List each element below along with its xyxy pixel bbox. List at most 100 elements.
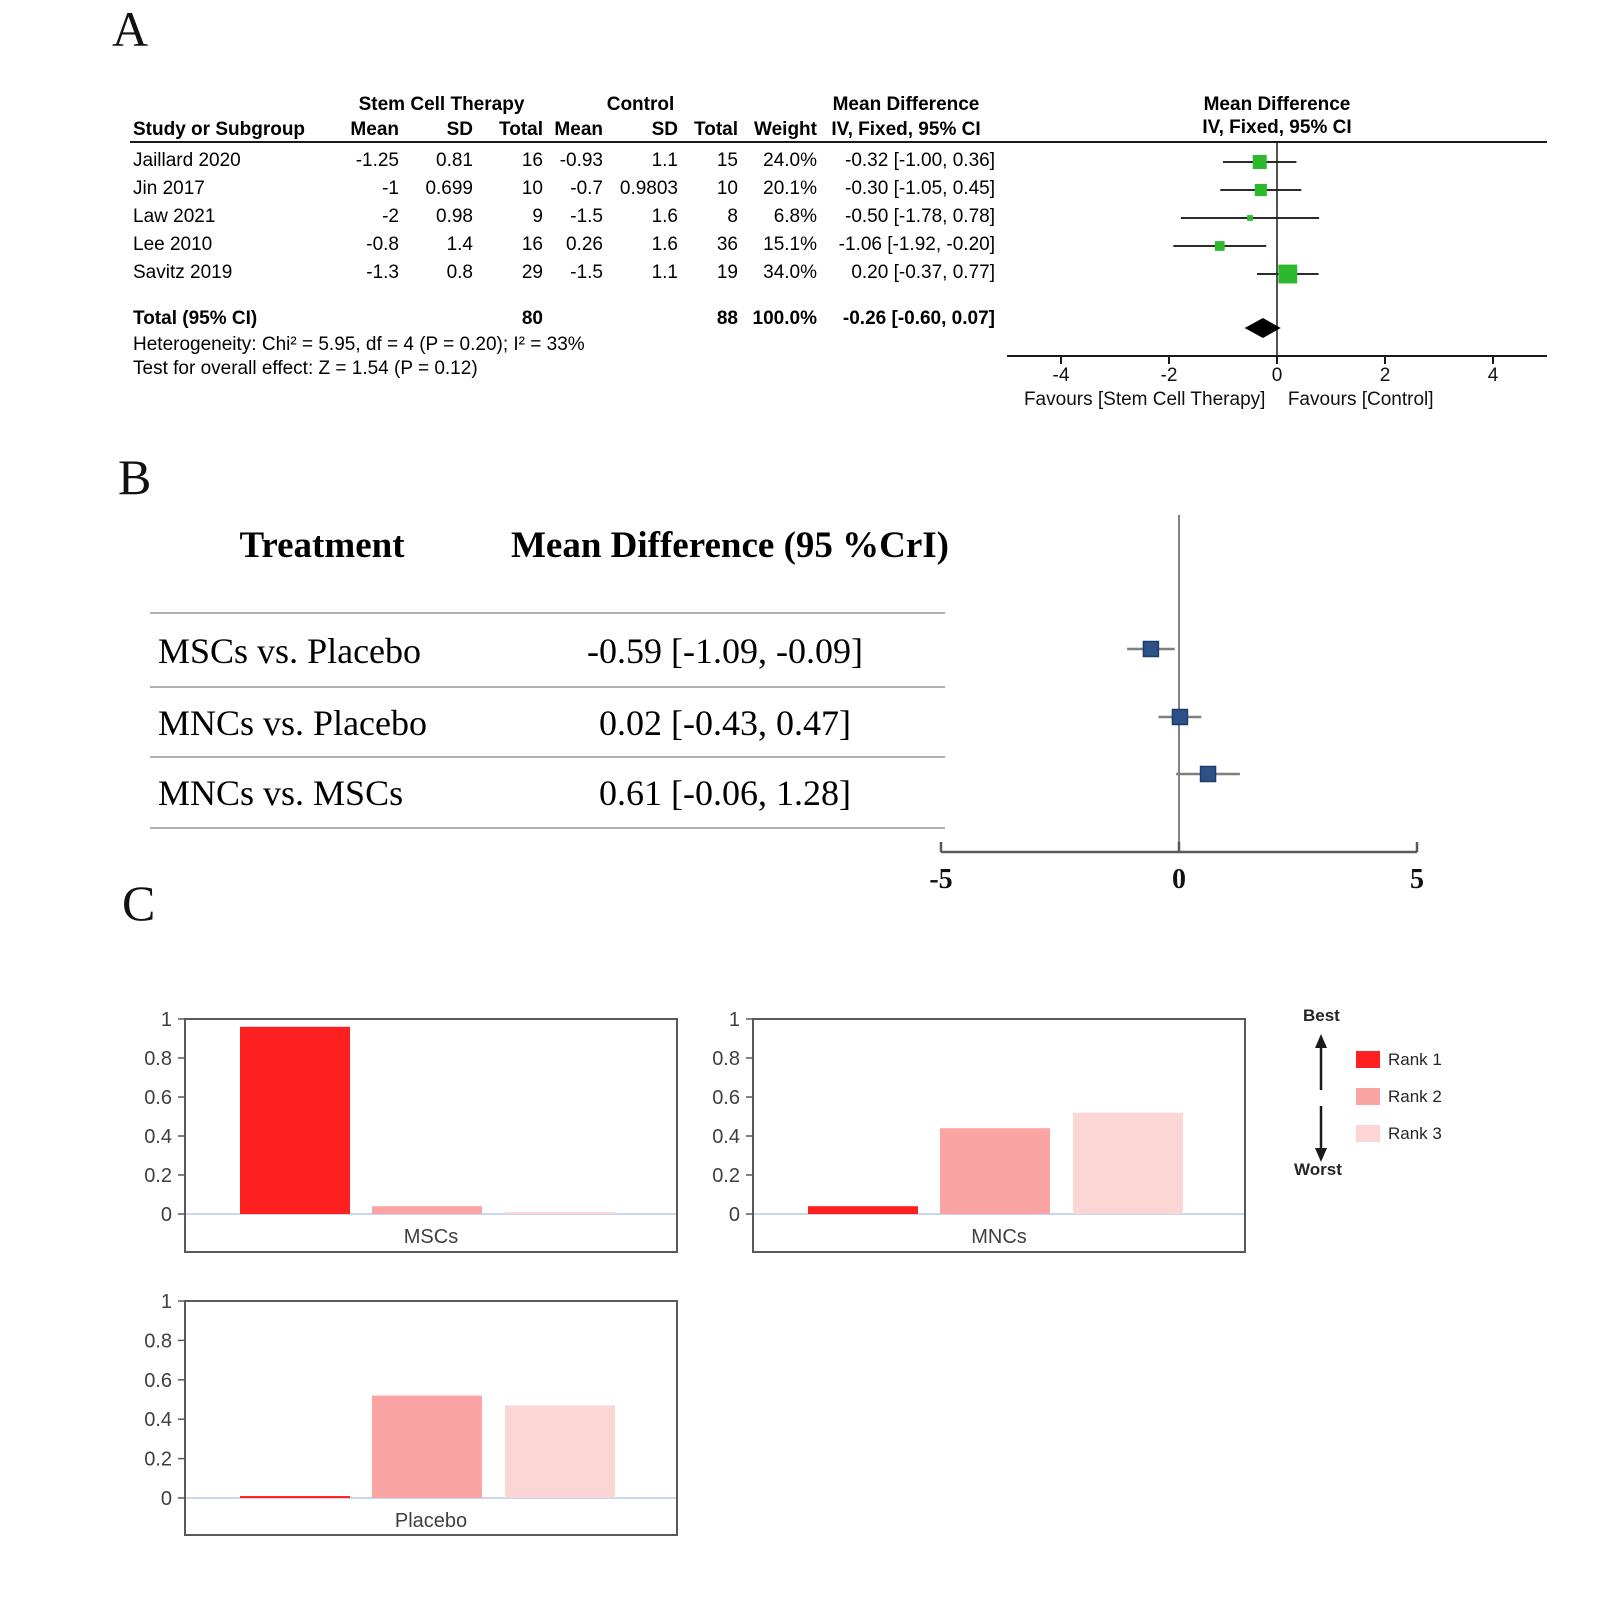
cell: 1.6 <box>651 206 678 227</box>
x-tick-label: 0 <box>1272 365 1283 386</box>
cell: 36 <box>716 234 738 255</box>
cell: 29 <box>521 262 543 283</box>
col-mean2: Mean <box>554 119 603 140</box>
x-tick-label: -4 <box>1053 365 1070 386</box>
plot-header-iv-fixed: IV, Fixed, 95% CI <box>1202 117 1352 138</box>
study-marker <box>1254 183 1267 197</box>
cell: 0.81 <box>436 150 473 171</box>
cell: 24.0% <box>763 150 817 171</box>
cell: 8 <box>727 206 738 227</box>
legend-worst-label: Worst <box>1294 1160 1342 1179</box>
legend-best-label: Best <box>1303 1006 1340 1025</box>
col-sd1: SD <box>446 119 473 140</box>
cell: 9 <box>532 206 543 227</box>
x-tick-label: -2 <box>1161 365 1178 386</box>
comparison-label: MNCs vs. MSCs <box>158 773 404 813</box>
col-sd2: SD <box>651 119 678 140</box>
cell: -0.7 <box>570 178 603 199</box>
rank3-swatch <box>1356 1125 1380 1142</box>
bar-rank-1 <box>240 1026 350 1214</box>
plot-header-mean-difference: Mean Difference <box>1203 94 1351 115</box>
cell: -0.93 <box>559 150 603 171</box>
rank-chart-mscs: 0 0.2 0.4 0.6 0.8 1 MSCs <box>144 1009 678 1253</box>
panel-b-label: B <box>118 449 152 505</box>
table-rule <box>150 612 945 614</box>
bar-rank-3 <box>505 1212 615 1214</box>
col-study: Study or Subgroup <box>133 119 306 140</box>
cell: 34.0% <box>763 262 817 283</box>
table-rule <box>150 827 945 829</box>
y-tick-label: 1 <box>729 1009 740 1031</box>
y-tick-label: 0.6 <box>144 1087 172 1109</box>
x-tick-label: 0 <box>1172 864 1186 895</box>
rank1-label: Rank 1 <box>1388 1050 1442 1069</box>
y-tick-label: 0.8 <box>712 1048 740 1070</box>
favours-right-label: Favours [Control] <box>1288 389 1434 410</box>
study-name: Jaillard 2020 <box>133 150 241 171</box>
study-marker <box>1278 264 1298 284</box>
total-n-therapy: 80 <box>521 308 543 329</box>
cell: 0.699 <box>425 178 473 199</box>
best-worst-arrow-icon <box>1315 1034 1327 1162</box>
study-name: Savitz 2019 <box>133 262 233 283</box>
bar-rank-2 <box>372 1395 482 1498</box>
y-tick-label: 0 <box>161 1488 172 1510</box>
group-header-stem-cell-therapy: Stem Cell Therapy <box>358 94 525 115</box>
total-label: Total (95% CI) <box>133 308 258 329</box>
rank2-swatch <box>1356 1088 1380 1105</box>
rank2-label: Rank 2 <box>1388 1087 1442 1106</box>
cell: 16 <box>521 150 543 171</box>
bar-rank-2 <box>940 1128 1050 1214</box>
bar-rank-2 <box>372 1206 482 1214</box>
cell: 19 <box>716 262 738 283</box>
study-name: Law 2021 <box>133 206 216 227</box>
comparison-label: MNCs vs. Placebo <box>158 703 427 743</box>
cell: 1.1 <box>651 150 678 171</box>
y-tick-label: 0.8 <box>144 1048 172 1070</box>
total-n-control: 88 <box>716 308 738 329</box>
study-marker <box>1252 154 1267 170</box>
cell: 16 <box>521 234 543 255</box>
forest-table-total-row: Total (95% CI) 80 88 100.0% -0.26 [-0.60… <box>133 305 995 333</box>
comparison-value: 0.61 [-0.06, 1.28] <box>599 773 851 813</box>
y-tick-label: 1 <box>161 1291 172 1313</box>
total-weight: 100.0% <box>752 308 817 329</box>
cell: -1.5 <box>570 206 603 227</box>
cell: 1.4 <box>446 234 473 255</box>
cell: -2 <box>382 206 399 227</box>
forest-plot-b: -5 0 5 <box>929 515 1424 895</box>
x-axis-title: MNCs <box>971 1226 1027 1248</box>
cell: 15.1% <box>763 234 817 255</box>
rank-chart-placebo: 0 0.2 0.4 0.6 0.8 1 Placebo <box>144 1291 678 1536</box>
x-tick-label: 4 <box>1488 365 1499 386</box>
y-tick-label: 0.4 <box>712 1126 740 1148</box>
cell: 0.8 <box>446 262 473 283</box>
cell: -1.06 [-1.92, -0.20] <box>838 234 995 255</box>
bar-rank-1 <box>808 1206 918 1214</box>
y-tick-label: 0 <box>161 1204 172 1226</box>
x-tick-label: -5 <box>929 864 952 895</box>
cell: 1.1 <box>651 262 678 283</box>
study-marker <box>1214 241 1225 251</box>
cell: -0.50 [-1.78, 0.78] <box>845 206 995 227</box>
study-name: Lee 2010 <box>133 234 213 255</box>
x-axis-title: Placebo <box>395 1510 467 1532</box>
y-tick-label: 0.4 <box>144 1126 172 1148</box>
col-weight: Weight <box>754 119 817 140</box>
cell: 15 <box>716 150 738 171</box>
y-tick-label: 0.6 <box>712 1087 740 1109</box>
plot-frame <box>184 1300 678 1536</box>
total-ci: -0.26 [-0.60, 0.07] <box>842 308 995 329</box>
total-diamond <box>1244 318 1281 338</box>
y-tick-label: 0.2 <box>712 1165 740 1187</box>
rank-chart-mncs: 0 0.2 0.4 0.6 0.8 1 MNCs <box>712 1009 1246 1253</box>
overall-effect-note: Test for overall effect: Z = 1.54 (P = 0… <box>133 358 478 379</box>
bar-rank-1 <box>240 1496 350 1498</box>
comparison-marker <box>1142 640 1160 658</box>
study-name: Jin 2017 <box>133 178 205 199</box>
rank1-swatch <box>1356 1051 1380 1068</box>
cell: -0.8 <box>366 234 399 255</box>
comparison-marker <box>1171 708 1189 726</box>
mean-difference-header: Mean Difference (95 %CrI) <box>510 525 950 566</box>
forest-table-header: Study or Subgroup Mean SD Total Mean SD … <box>133 118 995 142</box>
